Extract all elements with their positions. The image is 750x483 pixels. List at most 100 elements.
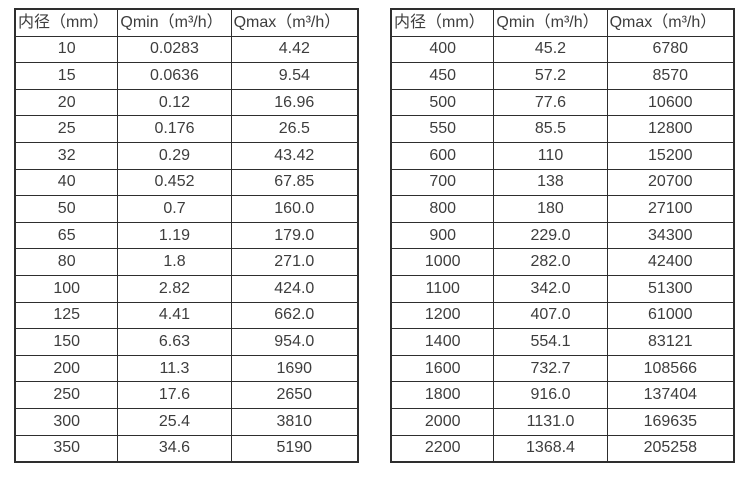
table-cell: 25	[14, 115, 119, 143]
table-cell: 42400	[606, 248, 735, 276]
table-cell: 45.2	[493, 35, 608, 64]
table-cell: 800	[390, 195, 495, 223]
table-cell: 0.29	[117, 141, 232, 170]
table-row: 1400 554.1 83121	[390, 328, 735, 356]
table-cell: 732.7	[493, 354, 608, 383]
table-cell: 1131.0	[493, 407, 608, 436]
table-row: 15 0.0636 9.54	[14, 62, 359, 90]
table-cell: 6780	[606, 35, 735, 64]
table-cell: 26.5	[230, 115, 359, 143]
table-cell: 32	[14, 141, 119, 170]
table-cell: 80	[14, 248, 119, 276]
table-cell: 169635	[606, 407, 735, 436]
table-cell: 10600	[606, 88, 735, 117]
table-cell: 77.6	[493, 88, 608, 117]
flow-table-large-diameters: 内径（mm） Qmin（m³/h） Qmax（m³/h） 400 45.2 6780 450…	[390, 8, 735, 464]
table-cell: 700	[390, 168, 495, 197]
table-cell: 137404	[606, 381, 735, 409]
table-cell: 282.0	[493, 248, 608, 276]
table-row: 25 0.176 26.5	[14, 115, 359, 143]
table-cell: 229.0	[493, 221, 608, 250]
table-cell: 110	[493, 141, 608, 170]
table-cell: 1690	[230, 354, 359, 383]
table-cell: 15	[14, 62, 119, 90]
table-row: 150 6.63 954.0	[14, 328, 359, 356]
table-cell: 16.96	[230, 88, 359, 117]
table-row: 65 1.19 179.0	[14, 221, 359, 250]
table-cell: 8570	[606, 62, 735, 90]
table-cell: 662.0	[230, 301, 359, 330]
flow-table-small-diameters: 内径（mm） Qmin（m³/h） Qmax（m³/h） 10 0.0283 4.42 15…	[14, 8, 359, 464]
table-cell: 1600	[390, 354, 495, 383]
table-cell: 5190	[230, 434, 359, 463]
table-cell: 954.0	[230, 328, 359, 356]
table-cell: 125	[14, 301, 119, 330]
table-cell: 0.0636	[117, 62, 232, 90]
table-cell: 65	[14, 221, 119, 250]
table-cell: 11.3	[117, 354, 232, 383]
table-cell: 2650	[230, 381, 359, 409]
table-row: 900 229.0 34300	[390, 221, 735, 250]
flow-tables-container: 内径（mm） Qmin（m³/h） Qmax（m³/h） 10 0.0283 4.42 15…	[14, 8, 735, 464]
table-row: 700 138 20700	[390, 168, 735, 197]
table-cell: 600	[390, 141, 495, 170]
table-row: 250 17.6 2650	[14, 381, 359, 409]
table-cell: 916.0	[493, 381, 608, 409]
table-cell: 271.0	[230, 248, 359, 276]
table-cell: 61000	[606, 301, 735, 330]
table-cell: 20700	[606, 168, 735, 197]
table-cell: 160.0	[230, 195, 359, 223]
table-cell: 1000	[390, 248, 495, 276]
table-cell: 0.0283	[117, 35, 232, 64]
column-header: Qmin（m³/h）	[117, 8, 232, 37]
table-cell: 1200	[390, 301, 495, 330]
table-row: 1800 916.0 137404	[390, 381, 735, 409]
table-cell: 407.0	[493, 301, 608, 330]
table-cell: 400	[390, 35, 495, 64]
table-row: 10 0.0283 4.42	[14, 35, 359, 64]
column-header: Qmin（m³/h）	[493, 8, 608, 37]
table-row: 100 2.82 424.0	[14, 274, 359, 303]
table-row: 80 1.8 271.0	[14, 248, 359, 276]
table-cell: 900	[390, 221, 495, 250]
table-cell: 34300	[606, 221, 735, 250]
table-cell: 34.6	[117, 434, 232, 463]
table-cell: 43.42	[230, 141, 359, 170]
table-cell: 25.4	[117, 407, 232, 436]
table-cell: 0.176	[117, 115, 232, 143]
table-row: 125 4.41 662.0	[14, 301, 359, 330]
column-header: Qmax（m³/h）	[606, 8, 735, 37]
table-row: 50 0.7 160.0	[14, 195, 359, 223]
table-cell: 342.0	[493, 274, 608, 303]
table-row: 450 57.2 8570	[390, 62, 735, 90]
table-row: 40 0.452 67.85	[14, 168, 359, 197]
table-row: 20 0.12 16.96	[14, 88, 359, 117]
table-row: 350 34.6 5190	[14, 434, 359, 463]
table-row: 800 180 27100	[390, 195, 735, 223]
table-cell: 1400	[390, 328, 495, 356]
table-cell: 179.0	[230, 221, 359, 250]
table-cell: 50	[14, 195, 119, 223]
table-cell: 2200	[390, 434, 495, 463]
table-cell: 83121	[606, 328, 735, 356]
table-cell: 2.82	[117, 274, 232, 303]
table-row: 32 0.29 43.42	[14, 141, 359, 170]
table-row: 600 110 15200	[390, 141, 735, 170]
table-cell: 0.7	[117, 195, 232, 223]
table-row: 200 11.3 1690	[14, 354, 359, 383]
table-cell: 550	[390, 115, 495, 143]
table-cell: 300	[14, 407, 119, 436]
table-cell: 554.1	[493, 328, 608, 356]
column-header: 内径（mm）	[14, 8, 119, 37]
table-cell: 150	[14, 328, 119, 356]
header-row: 内径（mm） Qmin（m³/h） Qmax（m³/h）	[14, 8, 359, 37]
table-row: 1000 282.0 42400	[390, 248, 735, 276]
table-cell: 1800	[390, 381, 495, 409]
table-cell: 10	[14, 35, 119, 64]
table-row: 550 85.5 12800	[390, 115, 735, 143]
table-cell: 4.42	[230, 35, 359, 64]
table-cell: 450	[390, 62, 495, 90]
table-cell: 3810	[230, 407, 359, 436]
table-cell: 20	[14, 88, 119, 117]
table-cell: 12800	[606, 115, 735, 143]
